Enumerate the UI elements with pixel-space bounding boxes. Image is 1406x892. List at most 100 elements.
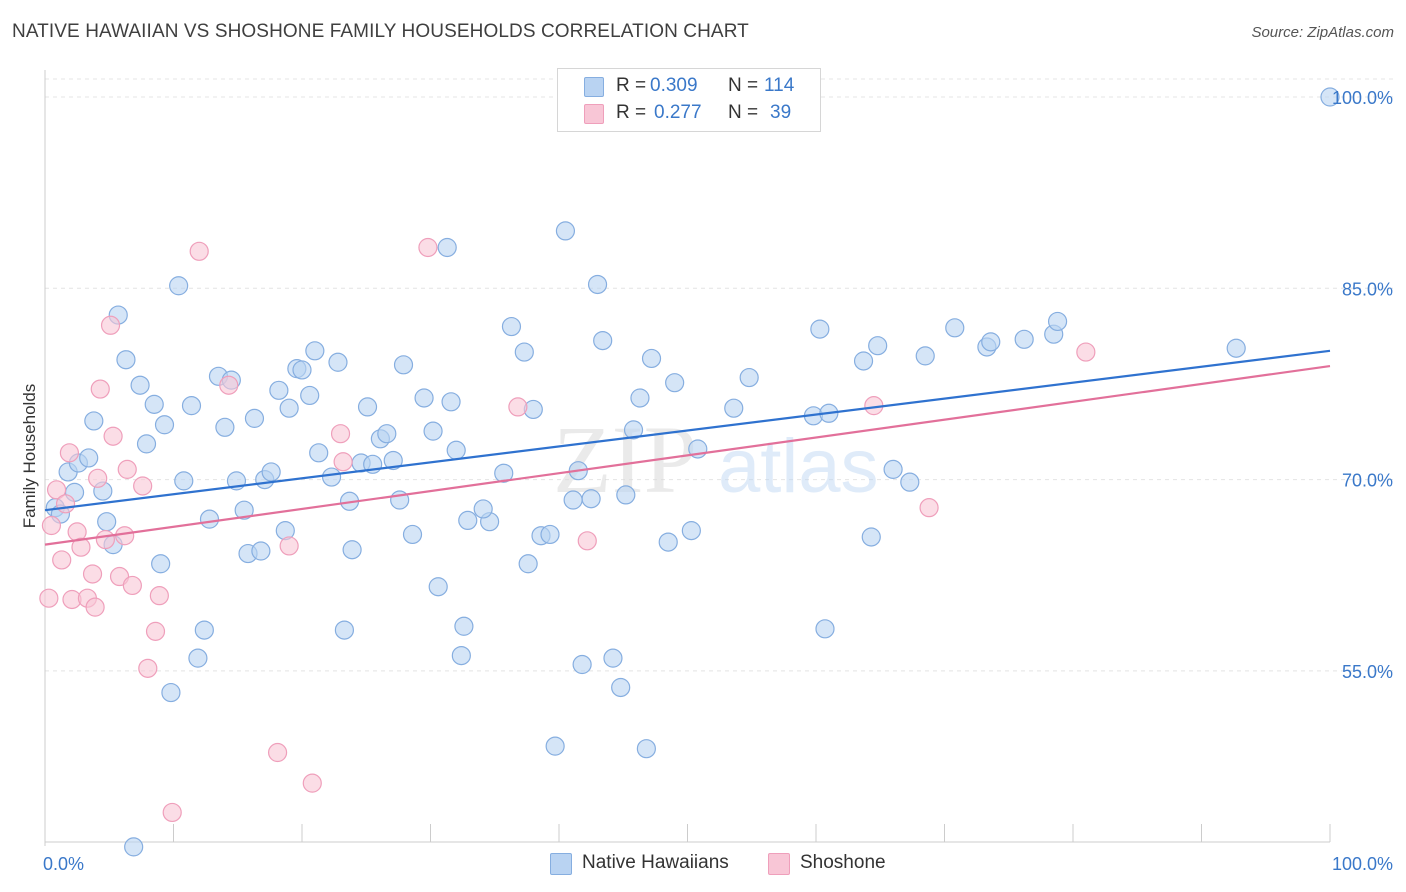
point-shoshone [162, 802, 182, 823]
point-native-hawaiians [174, 471, 194, 491]
point-shoshone [418, 237, 438, 258]
point-native-hawaiians [545, 736, 565, 756]
point-native-hawaiians [97, 512, 117, 532]
point-shoshone [149, 586, 169, 606]
point-shoshone [508, 397, 528, 417]
point-native-hawaiians [334, 620, 355, 640]
trend-line-shoshone [44, 365, 1331, 546]
point-native-hawaiians [883, 459, 903, 479]
point-native-hawaiians [393, 355, 414, 375]
point-native-hawaiians [981, 332, 1001, 352]
point-native-hawaiians [681, 521, 701, 541]
point-native-hawaiians [269, 380, 289, 400]
legend-r-value: 0.277 [654, 102, 702, 123]
point-native-hawaiians [188, 648, 208, 668]
point-native-hawaiians [321, 467, 342, 487]
point-native-hawaiians [658, 532, 678, 552]
point-native-hawaiians [377, 424, 397, 444]
point-native-hawaiians [861, 527, 881, 547]
point-native-hawaiians [501, 316, 522, 337]
point-shoshone [115, 526, 135, 546]
legend-r-value: 0.309 [650, 75, 698, 96]
trend-line-native-hawaiians [44, 349, 1331, 512]
point-native-hawaiians [446, 440, 466, 460]
point-shoshone [279, 536, 299, 556]
point-shoshone [39, 588, 59, 608]
point-native-hawaiians [305, 341, 325, 361]
point-shoshone [90, 379, 110, 399]
y-tick-label: 55.0% [1342, 662, 1393, 682]
point-shoshone [88, 468, 108, 488]
point-native-hawaiians [414, 388, 434, 408]
watermark-atlas: atlas [718, 424, 879, 509]
point-native-hawaiians [581, 489, 601, 509]
point-native-hawaiians [945, 318, 965, 338]
trend-lines [44, 349, 1331, 546]
point-native-hawaiians [1047, 311, 1068, 332]
point-shoshone [138, 658, 158, 678]
point-shoshone [330, 424, 351, 444]
point-native-hawaiians [611, 677, 631, 698]
point-native-hawaiians [458, 510, 478, 531]
axes [44, 70, 1331, 846]
point-shoshone [55, 494, 76, 514]
point-native-hawaiians [540, 524, 560, 545]
point-shoshone [219, 375, 239, 395]
point-shoshone [333, 452, 353, 472]
point-native-hawaiians [1014, 329, 1034, 349]
point-native-hawaiians [194, 620, 214, 640]
point-native-hawaiians [357, 397, 378, 417]
y-axis-label: Family Households [20, 384, 39, 529]
point-native-hawaiians [868, 336, 888, 356]
point-native-hawaiians [151, 554, 171, 574]
point-native-hawaiians [739, 367, 759, 388]
point-native-hawaiians [603, 648, 623, 668]
point-native-hawaiians [292, 360, 312, 380]
legend-n-value: 39 [770, 102, 792, 123]
point-native-hawaiians [900, 472, 920, 492]
point-native-hawaiians [518, 554, 538, 574]
legend-r-label: R = [616, 75, 647, 96]
point-shoshone [85, 597, 105, 617]
legend-label-shoshone: Shoshone [800, 852, 886, 873]
point-shoshone [919, 498, 939, 518]
point-native-hawaiians [810, 319, 830, 339]
point-native-hawaiians [451, 645, 471, 666]
x-tick-label: 0.0% [43, 854, 84, 874]
point-native-hawaiians [116, 350, 136, 370]
point-native-hawaiians [636, 739, 656, 759]
point-native-hawaiians [215, 417, 235, 437]
point-shoshone [145, 621, 166, 641]
point-native-hawaiians [853, 351, 874, 371]
point-shoshone [122, 575, 142, 596]
legend-n-label: N = [728, 102, 759, 123]
point-shoshone [46, 480, 67, 500]
point-native-hawaiians [494, 463, 514, 483]
point-native-hawaiians [154, 415, 175, 435]
point-shoshone [82, 564, 103, 584]
point-native-hawaiians [454, 616, 474, 636]
point-native-hawaiians [144, 394, 164, 414]
point-native-hawaiians [724, 398, 744, 418]
point-native-hawaiians [383, 450, 403, 471]
point-native-hawaiians [616, 485, 636, 505]
legend-n-value: 114 [764, 75, 795, 96]
point-shoshone [95, 529, 115, 550]
point-native-hawaiians [641, 348, 662, 369]
point-shoshone [117, 459, 137, 479]
point-native-hawaiians [563, 490, 583, 510]
point-native-hawaiians [572, 654, 592, 675]
point-native-hawaiians [555, 221, 576, 241]
point-native-hawaiians [342, 540, 362, 560]
point-native-hawaiians [328, 352, 348, 372]
legend-swatch-blue [584, 77, 604, 97]
point-native-hawaiians [587, 274, 608, 295]
point-shoshone [1076, 342, 1096, 362]
point-shoshone [103, 426, 123, 446]
point-native-hawaiians [665, 373, 685, 393]
point-shoshone [59, 443, 80, 463]
point-native-hawaiians [300, 385, 320, 406]
point-native-hawaiians [1320, 87, 1340, 107]
point-native-hawaiians [169, 276, 189, 296]
